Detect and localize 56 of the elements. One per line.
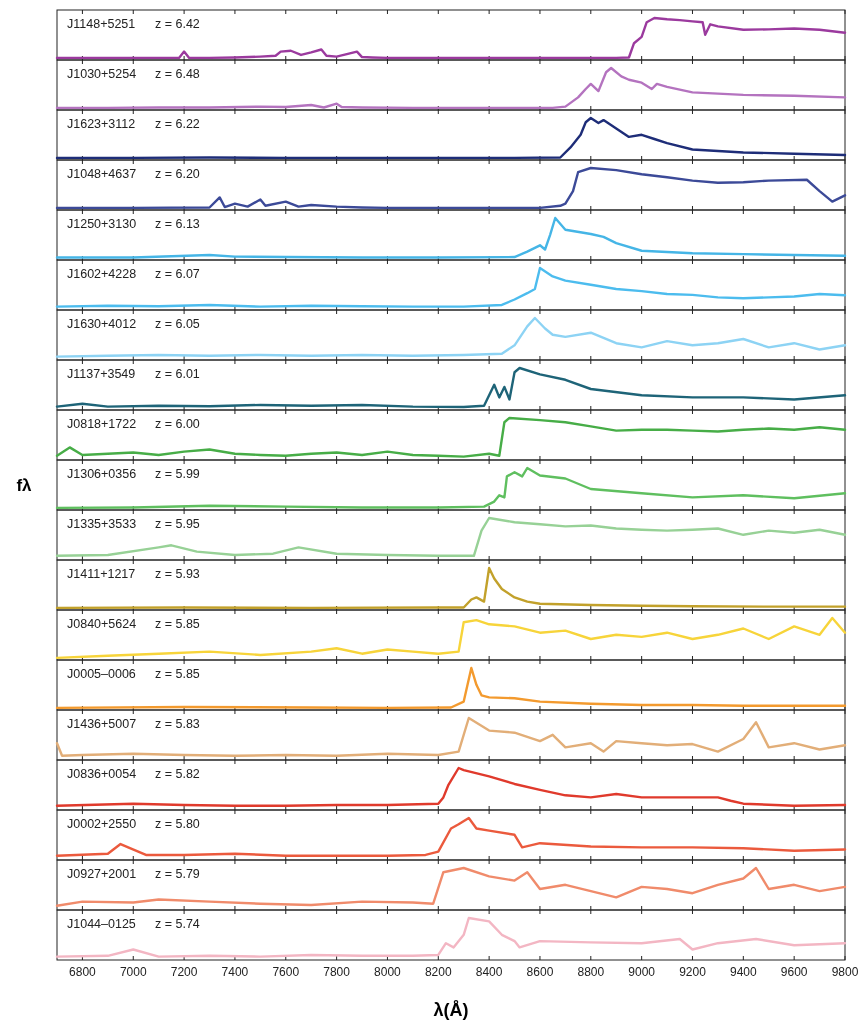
annotation: J0002+2550 bbox=[67, 817, 137, 831]
annotation: z = 6.42 bbox=[155, 17, 200, 31]
annotation: J1030+5254 bbox=[67, 67, 137, 81]
annotation: J1044–0125 bbox=[67, 917, 136, 931]
x-tick-label: 8000 bbox=[374, 965, 402, 979]
annotation: J1306+0356 bbox=[67, 467, 137, 481]
x-tick-label: 7600 bbox=[272, 965, 300, 979]
x-tick-label: 9400 bbox=[729, 965, 757, 979]
annotation: z = 6.20 bbox=[155, 167, 200, 181]
annotation: z = 5.95 bbox=[155, 517, 200, 531]
annotation: J1048+4637 bbox=[67, 167, 137, 181]
annotation: J1137+3549 bbox=[67, 367, 136, 381]
annotation: z = 5.79 bbox=[155, 867, 200, 881]
annotation: J1250+3130 bbox=[67, 217, 137, 231]
annotation: J0005–0006 bbox=[67, 667, 136, 681]
annotation: z = 5.80 bbox=[155, 817, 200, 831]
annotation: J1411+1217 bbox=[67, 567, 136, 581]
x-tick-label: 9000 bbox=[628, 965, 656, 979]
annotation: z = 6.13 bbox=[155, 217, 200, 231]
annotation: z = 6.48 bbox=[155, 67, 200, 81]
annotation: z = 5.85 bbox=[155, 617, 200, 631]
x-tick-label: 8800 bbox=[577, 965, 605, 979]
annotation: J0927+2001 bbox=[67, 867, 137, 881]
annotation: z = 5.85 bbox=[155, 667, 200, 681]
annotation: J0836+0054 bbox=[67, 767, 137, 781]
x-tick-label: 9800 bbox=[831, 965, 859, 979]
x-axis-title: λ(Å) bbox=[433, 1000, 469, 1020]
annotation: z = 5.74 bbox=[155, 917, 200, 931]
annotation: z = 5.82 bbox=[155, 767, 200, 781]
annotation: z = 5.93 bbox=[155, 567, 200, 581]
annotation: J1335+3533 bbox=[67, 517, 137, 531]
annotation: J1436+5007 bbox=[67, 717, 137, 731]
annotation: z = 6.22 bbox=[155, 117, 200, 131]
x-tick-label: 8400 bbox=[475, 965, 503, 979]
annotation: J1602+4228 bbox=[67, 267, 137, 281]
x-tick-label: 8200 bbox=[424, 965, 452, 979]
annotation: z = 5.83 bbox=[155, 717, 200, 731]
annotation: J0818+1722 bbox=[67, 417, 137, 431]
x-tick-label: 7800 bbox=[323, 965, 351, 979]
annotation: J1148+5251 bbox=[67, 17, 136, 31]
x-tick-label: 6800 bbox=[69, 965, 97, 979]
x-tick-label: 9200 bbox=[679, 965, 707, 979]
y-axis-title: fλ bbox=[16, 476, 33, 495]
x-tick-label: 7000 bbox=[119, 965, 147, 979]
annotation: J1623+3112 bbox=[67, 117, 136, 131]
annotation: J1630+4012 bbox=[67, 317, 137, 331]
annotation: z = 6.05 bbox=[155, 317, 200, 331]
x-tick-label: 7200 bbox=[170, 965, 198, 979]
x-tick-label: 9600 bbox=[780, 965, 808, 979]
annotation: z = 6.07 bbox=[155, 267, 200, 281]
annotation: J0840+5624 bbox=[67, 617, 137, 631]
annotation: z = 6.00 bbox=[155, 417, 200, 431]
x-tick-label: 8600 bbox=[526, 965, 554, 979]
x-tick-label: 7400 bbox=[221, 965, 249, 979]
annotation: z = 5.99 bbox=[155, 467, 200, 481]
annotation: z = 6.01 bbox=[155, 367, 200, 381]
